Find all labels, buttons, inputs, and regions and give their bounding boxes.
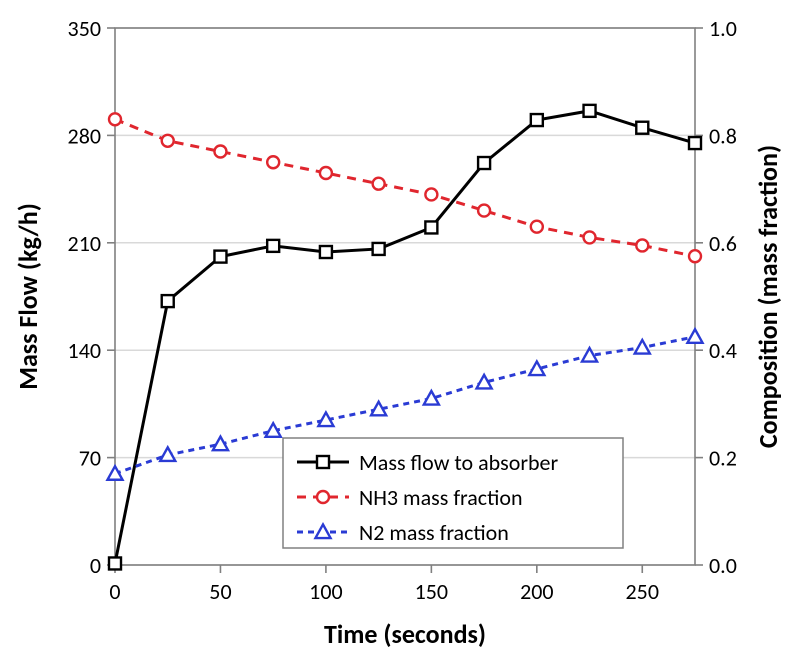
y-right-tick-label: 0.4 — [709, 337, 737, 364]
square-marker — [373, 243, 385, 255]
legend-label: Mass flow to absorber — [359, 449, 558, 476]
y-left-tick-label: 70 — [79, 445, 101, 472]
y-left-tick-label: 210 — [68, 230, 101, 257]
y-right-tick-label: 1.0 — [709, 15, 737, 42]
y-left-tick-label: 350 — [68, 15, 101, 42]
square-marker — [478, 157, 490, 169]
y-left-axis-title: Mass Flow (kg/h) — [12, 203, 44, 390]
square-marker — [320, 246, 332, 258]
square-marker — [214, 251, 226, 263]
circle-marker — [267, 156, 279, 168]
x-tick-label: 200 — [520, 578, 553, 605]
x-tick-label: 0 — [109, 578, 120, 605]
circle-marker — [584, 231, 596, 243]
y-right-tick-label: 0.6 — [709, 230, 737, 257]
x-tick-label: 150 — [415, 578, 448, 605]
circle-marker — [689, 250, 701, 262]
y-right-axis-title: Composition (mass fraction) — [752, 145, 784, 448]
circle-marker — [425, 188, 437, 200]
square-marker — [531, 114, 543, 126]
y-right-tick-label: 0.8 — [709, 122, 737, 149]
x-tick-label: 50 — [209, 578, 231, 605]
square-marker — [636, 122, 648, 134]
x-tick-label: 100 — [309, 578, 342, 605]
circle-marker — [320, 167, 332, 179]
legend-label: N2 mass fraction — [359, 519, 509, 546]
circle-marker — [214, 146, 226, 158]
circle-marker — [531, 221, 543, 233]
circle-marker — [317, 491, 329, 503]
y-right-tick-label: 0.0 — [709, 552, 737, 579]
x-axis-title: Time (seconds) — [324, 618, 486, 650]
chart-svg: 0 50 100 150 200 250 0 70 140 210 280 350 0.0 0.2 0.4 0… — [0, 0, 800, 671]
circle-marker — [109, 113, 121, 125]
circle-marker — [373, 178, 385, 190]
y-right-tick-label: 0.2 — [709, 445, 737, 472]
x-tick-label: 250 — [626, 578, 659, 605]
y-left-tick-label: 140 — [68, 337, 101, 364]
legend-label: NH3 mass fraction — [359, 484, 523, 511]
circle-marker — [478, 205, 490, 217]
circle-marker — [162, 135, 174, 147]
square-marker — [425, 221, 437, 233]
y-left-tick-label: 0 — [90, 552, 101, 579]
square-marker — [689, 137, 701, 149]
square-marker — [267, 240, 279, 252]
square-marker — [162, 295, 174, 307]
square-marker — [317, 456, 329, 468]
legend: Mass flow to absorber NH3 mass fraction N2… — [283, 438, 623, 548]
square-marker — [109, 557, 121, 569]
chart-container: 0 50 100 150 200 250 0 70 140 210 280 350 0.0 0.2 0.4 0… — [0, 0, 800, 671]
circle-marker — [636, 239, 648, 251]
square-marker — [584, 105, 596, 117]
y-left-tick-label: 280 — [68, 122, 101, 149]
